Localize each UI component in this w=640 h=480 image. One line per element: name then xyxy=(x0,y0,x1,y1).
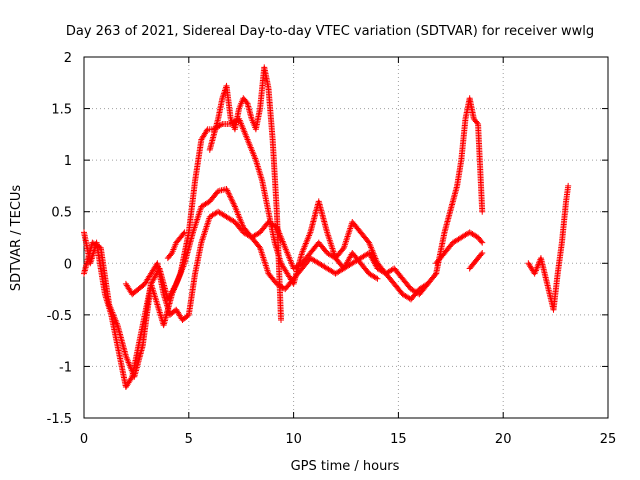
x-tick-label: 20 xyxy=(495,432,512,447)
y-tick-label: 2 xyxy=(64,51,72,66)
plot-frame xyxy=(83,56,609,419)
data-point xyxy=(227,194,234,201)
x-tick-label: 0 xyxy=(80,432,88,447)
y-axis-label: SDTVAR / TECUs xyxy=(9,185,24,292)
data-point xyxy=(229,199,236,206)
data-point xyxy=(479,239,486,246)
data-point xyxy=(228,196,235,203)
data-point xyxy=(373,274,380,281)
y-tick-label: 1.5 xyxy=(51,103,72,118)
data-point xyxy=(474,119,480,126)
ticks: 0 5 10 15 20 25 -1.5 -1 -0.5 0 0.5 1 1.5 2 xyxy=(47,51,617,447)
data-point xyxy=(226,191,233,198)
x-tick-label: 5 xyxy=(185,432,193,447)
data-point xyxy=(227,193,234,200)
data-point xyxy=(167,251,174,258)
y-tick-label: 1 xyxy=(64,154,72,169)
y-tick-label: -1 xyxy=(59,360,72,375)
data-point xyxy=(478,238,485,245)
data-points xyxy=(81,64,572,391)
data-point xyxy=(278,317,285,324)
data-point xyxy=(203,127,210,134)
data-point xyxy=(478,251,485,258)
data-point xyxy=(219,95,226,102)
data-point xyxy=(230,200,237,207)
data-point xyxy=(231,202,238,209)
data-point xyxy=(223,186,230,193)
data-point xyxy=(565,182,572,189)
data-point xyxy=(229,197,236,204)
grid xyxy=(84,57,608,418)
x-tick-label: 15 xyxy=(390,432,407,447)
x-axis-label: GPS time / hours xyxy=(291,459,400,474)
data-point xyxy=(432,271,439,278)
y-tick-label: 0.5 xyxy=(51,206,72,221)
data-point xyxy=(128,375,135,382)
y-tick-label: 0 xyxy=(64,257,72,272)
data-point xyxy=(224,187,231,194)
data-point xyxy=(181,229,188,236)
data-point xyxy=(180,230,187,237)
data-point xyxy=(479,208,486,215)
y-tick-label: -0.5 xyxy=(47,309,72,324)
data-point xyxy=(184,312,191,319)
data-point xyxy=(224,188,231,195)
data-point xyxy=(479,249,486,256)
data-point xyxy=(374,275,381,282)
x-tick-label: 10 xyxy=(285,432,302,447)
x-tick-label: 25 xyxy=(600,432,617,447)
data-point xyxy=(225,190,232,197)
y-tick-label: -1.5 xyxy=(47,412,72,427)
chart-title: Day 263 of 2021, Sidereal Day-to-day VTE… xyxy=(66,24,594,39)
data-point xyxy=(243,99,250,106)
